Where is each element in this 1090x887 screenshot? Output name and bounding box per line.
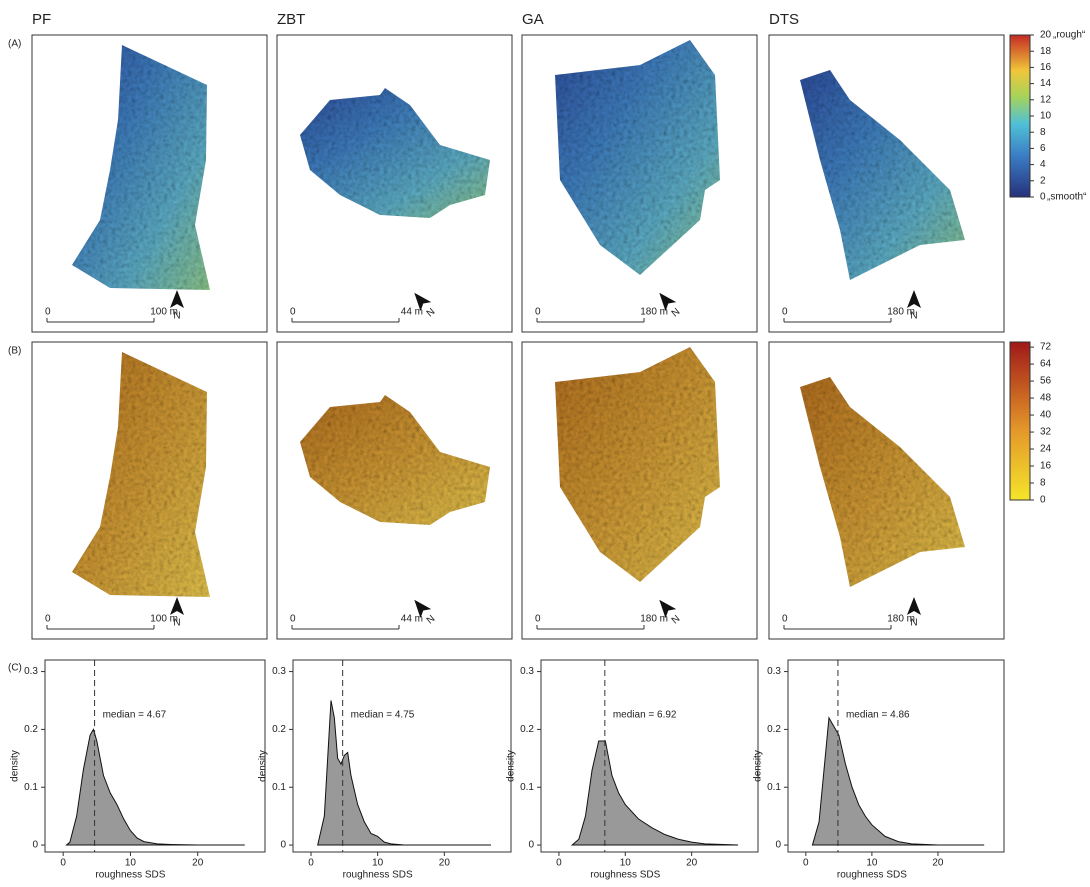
colorbar-tick-label: 0 — [1040, 192, 1046, 203]
column-title: ZBT — [277, 11, 305, 28]
median-label: median = 4.86 — [846, 710, 910, 721]
column-title: DTS — [769, 11, 799, 28]
density-area — [572, 741, 738, 845]
x-axis-label: roughness SDS — [590, 870, 660, 881]
colorbar-tick-label: 16 — [1040, 461, 1052, 472]
median-label: median = 4.75 — [351, 710, 415, 721]
colorbar-tick-label: 72 — [1040, 342, 1052, 353]
y-tick-label: 0.2 — [272, 724, 286, 735]
x-tick-label: 0 — [556, 858, 562, 869]
y-tick-label: 0.2 — [767, 724, 781, 735]
colorbar-label: „smooth“ — [1047, 192, 1086, 203]
scale-label: 180 m — [640, 614, 668, 625]
scale-label: 0 — [45, 307, 51, 318]
x-tick-label: 20 — [932, 858, 944, 869]
colorbar-tick-label: 24 — [1040, 444, 1052, 455]
y-tick-label: 0 — [280, 840, 286, 851]
y-axis-label: density — [753, 750, 764, 782]
y-tick-label: 0.1 — [272, 782, 286, 793]
panel-label: (B) — [8, 346, 21, 357]
x-axis-label: roughness SDS — [837, 870, 907, 881]
x-tick-label: 0 — [308, 858, 314, 869]
colorbar-tick-label: 16 — [1040, 62, 1052, 73]
x-tick-label: 10 — [125, 858, 137, 869]
y-tick-label: 0.1 — [24, 782, 38, 793]
panel-label: (C) — [8, 663, 22, 674]
north-label: N — [173, 618, 180, 629]
colorbar-tick-label: 6 — [1040, 143, 1046, 154]
scale-label: 0 — [290, 614, 296, 625]
colorbar-label: „rough“ — [1053, 30, 1085, 41]
colorbar-tick-label: 56 — [1040, 376, 1052, 387]
median-label: median = 4.67 — [103, 710, 167, 721]
column-title: PF — [32, 11, 51, 28]
y-tick-label: 0.2 — [520, 724, 534, 735]
colorbar-tick-label: 2 — [1040, 175, 1046, 186]
y-tick-label: 0 — [528, 840, 534, 851]
scale-label: 0 — [782, 307, 788, 318]
y-tick-label: 0.1 — [767, 782, 781, 793]
scale-label: 0 — [290, 307, 296, 318]
density-area — [318, 700, 491, 845]
x-tick-label: 0 — [60, 858, 66, 869]
y-tick-label: 0 — [32, 840, 38, 851]
north-label: N — [173, 311, 180, 322]
colorbar-tick-label: 12 — [1040, 94, 1052, 105]
plot-frame — [541, 660, 758, 852]
colorbar-tick-label: 4 — [1040, 159, 1046, 170]
colorbar-tick-label: 20 — [1040, 30, 1052, 41]
y-tick-label: 0 — [775, 840, 781, 851]
x-tick-label: 20 — [439, 858, 451, 869]
figure: (A) (B) (C) PF0100 mN0100 mNZBT044 mN044… — [0, 0, 1090, 882]
y-tick-label: 0.3 — [24, 666, 38, 677]
colorbar-tick-label: 32 — [1040, 427, 1052, 438]
x-tick-label: 10 — [620, 858, 632, 869]
colorbar-tick-label: 64 — [1040, 359, 1052, 370]
colorbar-tick-label: 40 — [1040, 410, 1052, 421]
x-tick-label: 20 — [192, 858, 204, 869]
y-axis-label: density — [506, 750, 517, 782]
colorbar-tick-label: 10 — [1040, 111, 1052, 122]
x-tick-label: 10 — [372, 858, 384, 869]
north-label: N — [910, 618, 917, 629]
y-tick-label: 0.1 — [520, 782, 534, 793]
colorbar-tick-label: 18 — [1040, 46, 1052, 57]
x-axis-label: roughness SDS — [95, 870, 165, 881]
y-tick-label: 0.3 — [767, 666, 781, 677]
colorbar-tick-label: 14 — [1040, 78, 1052, 89]
y-axis-label: density — [10, 750, 21, 782]
scale-label: 0 — [782, 614, 788, 625]
y-tick-label: 0.3 — [272, 666, 286, 677]
y-axis-label: density — [258, 750, 269, 782]
density-area — [67, 729, 245, 845]
x-tick-label: 20 — [686, 858, 698, 869]
page: {"panel_labels": ["(A)", "(B)", "(C)"], … — [0, 0, 1090, 887]
column-title: GA — [522, 11, 544, 28]
y-tick-label: 0.3 — [520, 666, 534, 677]
colorbar-tick-label: 0 — [1040, 495, 1046, 506]
scale-label: 0 — [535, 614, 541, 625]
x-tick-label: 0 — [803, 858, 809, 869]
scale-label: 180 m — [640, 307, 668, 318]
colorbar — [1010, 35, 1030, 197]
panel-label: (A) — [8, 39, 21, 50]
x-axis-label: roughness SDS — [343, 870, 413, 881]
median-label: median = 6.92 — [613, 710, 677, 721]
colorbar-tick-label: 8 — [1040, 478, 1046, 489]
x-tick-label: 10 — [866, 858, 878, 869]
y-tick-label: 0.2 — [24, 724, 38, 735]
colorbar-tick-label: 48 — [1040, 393, 1052, 404]
colorbar — [1010, 342, 1030, 500]
scale-label: 0 — [535, 307, 541, 318]
scale-label: 0 — [45, 614, 51, 625]
north-label: N — [910, 311, 917, 322]
colorbar-tick-label: 8 — [1040, 127, 1046, 138]
